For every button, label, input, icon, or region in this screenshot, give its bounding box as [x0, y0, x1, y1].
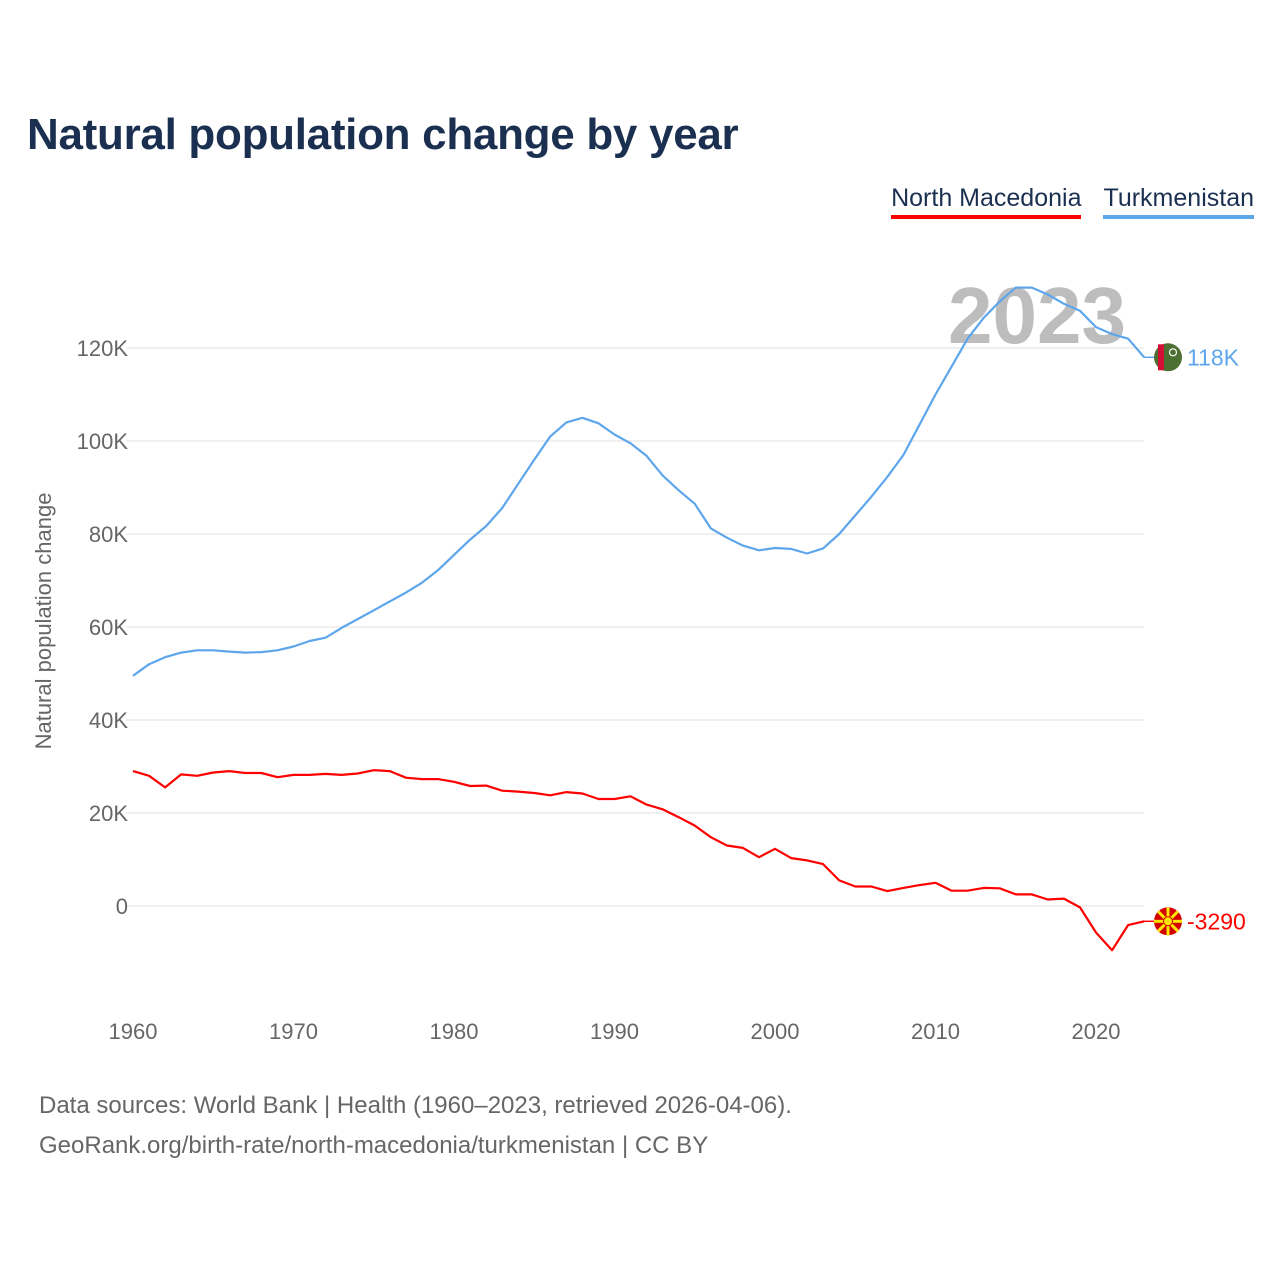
legend-turkmenistan[interactable]: Turkmenistan: [1103, 184, 1254, 219]
series-line-north-macedonia: [132, 769, 1145, 952]
legend: North Macedonia Turkmenistan: [891, 184, 1254, 219]
series-line-turkmenistan: [132, 286, 1146, 677]
watermark-year: 2023: [948, 271, 1126, 360]
x-tick-label: 2000: [751, 1019, 800, 1044]
x-tick-label: 1990: [590, 1019, 639, 1044]
y-tick-label: 20K: [89, 801, 128, 826]
data-source: Data sources: World Bank | Health (1960–…: [39, 1092, 792, 1119]
y-tick-label: 100K: [77, 429, 129, 454]
legend-north-macedonia[interactable]: North Macedonia: [891, 184, 1082, 219]
source-link[interactable]: GeoRank.org/birth-rate/north-macedonia/t…: [39, 1132, 709, 1159]
page-title: Natural population change by year: [27, 110, 739, 159]
footer: Data sources: World Bank | Health (1960–…: [39, 1086, 792, 1166]
y-tick-label: 60K: [89, 615, 128, 640]
x-tick-label: 1980: [430, 1019, 479, 1044]
y-tick-label: 40K: [89, 708, 128, 733]
y-tick-label: 0: [116, 894, 128, 919]
y-tick-label: 80K: [89, 522, 128, 547]
turkmenistan-flag-icon: [1154, 343, 1182, 372]
x-tick-label: 2020: [1072, 1019, 1121, 1044]
y-axis-label: Natural population change: [31, 493, 56, 750]
x-tick-label: 1970: [269, 1019, 318, 1044]
x-tick-label: 1960: [109, 1019, 158, 1044]
x-tick-label: 2010: [911, 1019, 960, 1044]
end-value-label: -3290: [1187, 908, 1246, 934]
north-macedonia-flag-icon: [1154, 907, 1182, 936]
end-value-label: 118K: [1187, 344, 1240, 370]
y-tick-label: 120K: [77, 336, 129, 361]
